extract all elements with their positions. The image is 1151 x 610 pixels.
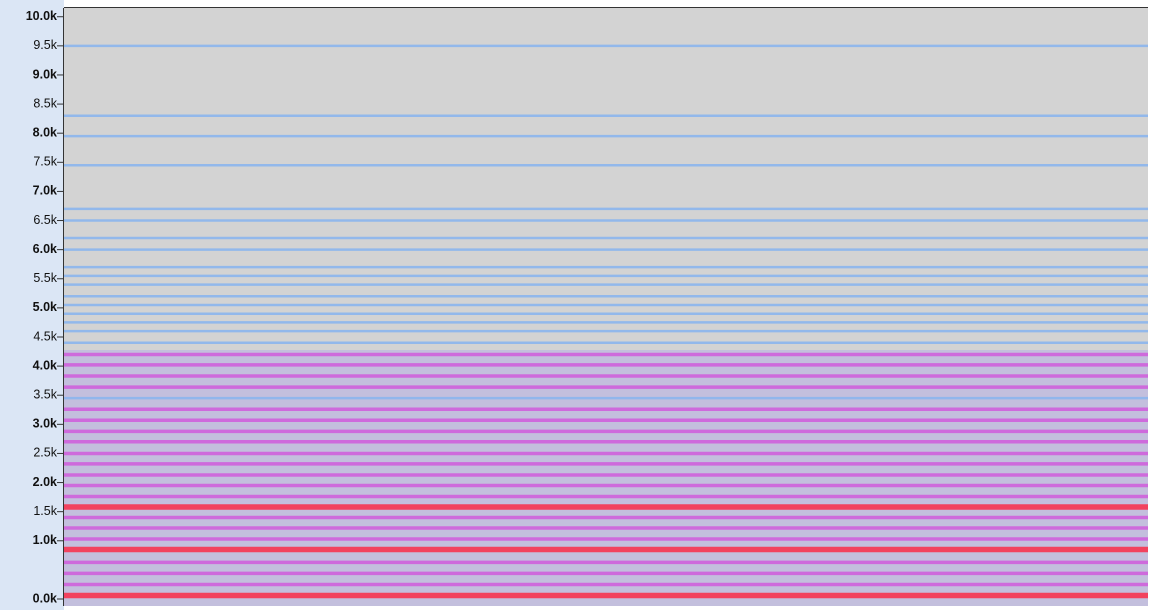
y-tick-label: 10.0k	[26, 9, 57, 23]
y-tick-label: 2.5k	[33, 446, 57, 460]
y-tick-label: 6.5k	[33, 213, 57, 227]
y-tick-label: 5.0k	[33, 300, 57, 314]
y-tick-label: 9.5k	[33, 38, 57, 52]
y-tick-label: 1.5k	[33, 504, 57, 518]
y-tick-label: 5.5k	[33, 271, 57, 285]
y-tick-label: 6.0k	[33, 242, 57, 256]
y-tick-label: 0.0k	[33, 591, 57, 605]
y-tick-label: 7.5k	[33, 155, 57, 169]
y-tick-label: 7.0k	[33, 184, 57, 198]
y-tick-label: 4.5k	[33, 329, 57, 343]
y-tick-label: 4.0k	[33, 358, 57, 372]
y-tick-label: 2.0k	[33, 475, 57, 489]
y-tick-label: 8.0k	[33, 125, 57, 139]
y-tick-label: 8.5k	[33, 96, 57, 110]
y-tick-label: 3.0k	[33, 417, 57, 431]
y-tick-label: 9.0k	[33, 67, 57, 81]
spectrogram-view: 0.0k 1.0k 1.5k 2.0k 2.5k 3.0k 3.5k 4.0k 4.5k 5.0k…	[0, 0, 1151, 610]
y-tick-label: 3.5k	[33, 388, 57, 402]
y-tick-label: 1.0k	[33, 533, 57, 547]
